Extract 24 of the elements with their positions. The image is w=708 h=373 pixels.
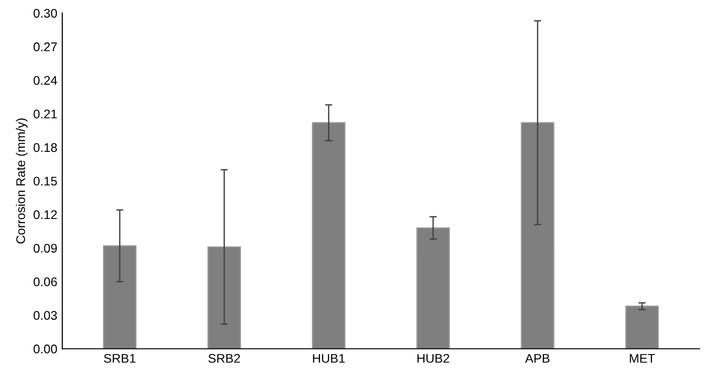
x-tick-label: HUB2 bbox=[417, 354, 450, 363]
y-tick-label: 0.30 bbox=[34, 8, 57, 18]
x-tick-label: SRB2 bbox=[208, 354, 240, 363]
y-axis-title: Corrosion Rate (mm/y) bbox=[16, 118, 28, 244]
y-tick-label: 0.21 bbox=[34, 110, 57, 118]
y-tick-label: 0.24 bbox=[34, 76, 58, 85]
y-tick-label: 0.00 bbox=[34, 344, 57, 354]
bar bbox=[625, 306, 659, 349]
y-tick-label: 0.15 bbox=[34, 176, 57, 186]
bar bbox=[207, 246, 241, 349]
x-tick-label: MET bbox=[630, 354, 655, 363]
bar bbox=[520, 122, 554, 349]
bar bbox=[103, 245, 137, 349]
y-tick-label: 0.09 bbox=[34, 244, 57, 253]
y-tick-label: 0.03 bbox=[34, 310, 57, 320]
y-tick-label: 0.12 bbox=[34, 210, 57, 220]
bar bbox=[416, 227, 450, 349]
bar bbox=[312, 122, 346, 349]
y-tick-label: 0.06 bbox=[34, 277, 57, 286]
x-tick-label: SRB1 bbox=[104, 354, 136, 363]
y-tick-label: 0.18 bbox=[34, 143, 57, 152]
y-tick-label: 0.27 bbox=[34, 42, 57, 52]
x-tick-label: APB bbox=[525, 354, 550, 363]
x-tick-label: HUB1 bbox=[313, 354, 345, 363]
